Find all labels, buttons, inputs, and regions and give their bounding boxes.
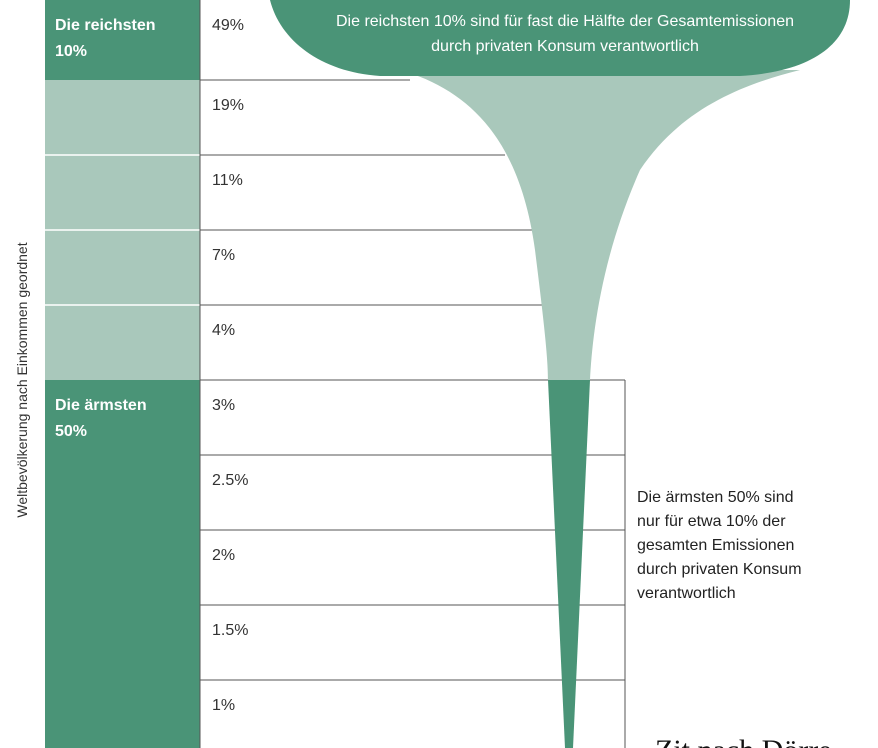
row-label: 7% bbox=[212, 247, 235, 264]
source: Zit nach Dörre bbox=[655, 734, 832, 748]
side-note: gesamten Emissionen bbox=[637, 537, 794, 554]
group-label: Die reichsten bbox=[55, 17, 155, 34]
cell-dividers bbox=[45, 154, 200, 306]
row-label: 1% bbox=[212, 697, 235, 714]
row-label: 1.5% bbox=[212, 622, 248, 639]
axis-label: Weltbevölkerung nach Einkommen geordnet bbox=[14, 242, 30, 517]
row-label: 2% bbox=[212, 547, 235, 564]
row-label: 4% bbox=[212, 322, 235, 339]
glass-bowl bbox=[400, 70, 800, 380]
top-note: Die reichsten 10% sind für fast die Hälf… bbox=[336, 13, 794, 30]
row-label: 19% bbox=[212, 97, 244, 114]
group-cell bbox=[45, 380, 200, 748]
group-cell bbox=[45, 0, 200, 80]
group-label: Die ärmsten bbox=[55, 397, 147, 414]
top-note: durch privaten Konsum verantwortlich bbox=[431, 38, 699, 55]
side-note: Die ärmsten 50% sind bbox=[637, 489, 794, 506]
group-label: 10% bbox=[55, 43, 87, 60]
row-label: 49% bbox=[212, 17, 244, 34]
side-note: durch privaten Konsum bbox=[637, 561, 802, 578]
glass-top bbox=[270, 0, 850, 76]
row-label: 2.5% bbox=[212, 472, 248, 489]
group-label: 50% bbox=[55, 423, 87, 440]
row-label: 3% bbox=[212, 397, 235, 414]
row-label: 11% bbox=[212, 172, 243, 189]
side-note: nur für etwa 10% der bbox=[637, 513, 786, 530]
glass-stem bbox=[548, 380, 590, 748]
side-note: verantwortlich bbox=[637, 585, 736, 602]
